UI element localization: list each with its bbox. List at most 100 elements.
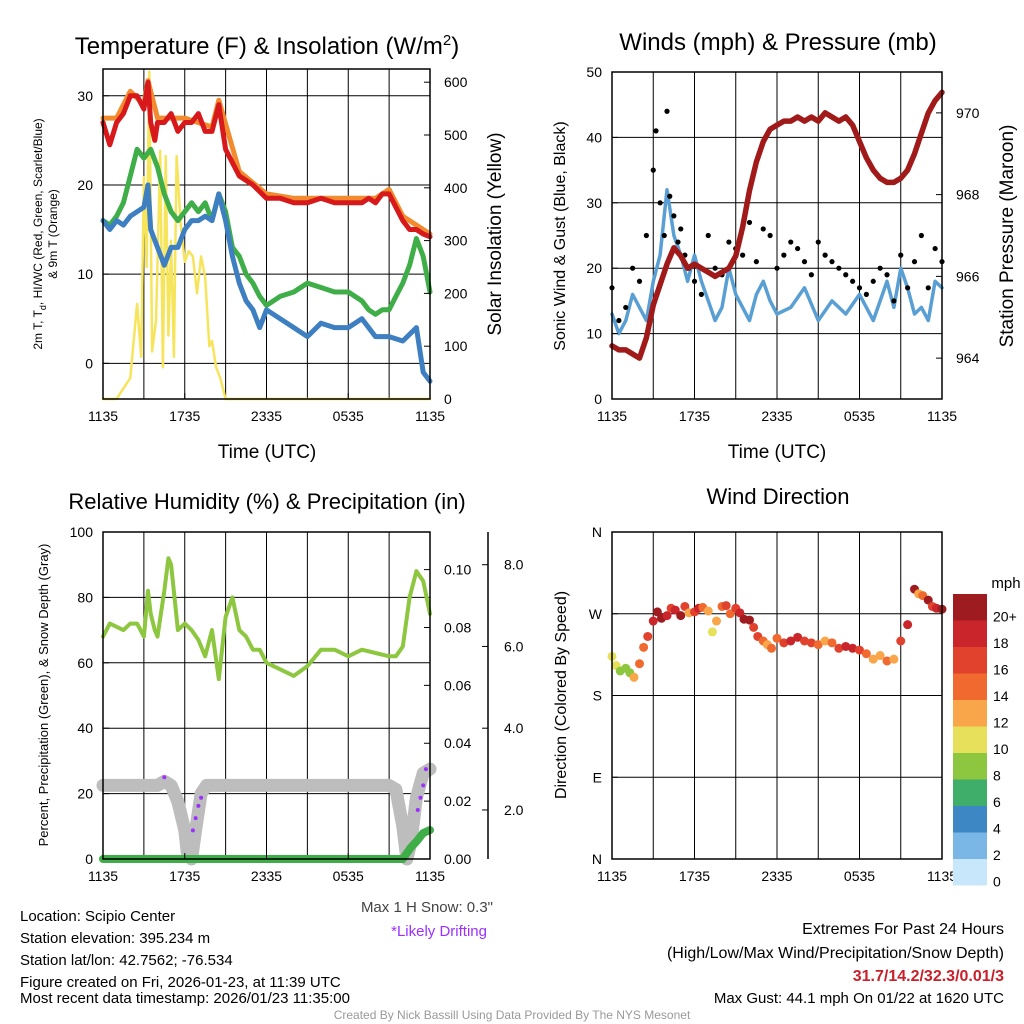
dir-xtick-label: 1735 (679, 868, 710, 884)
winds-gust-point (657, 200, 663, 206)
temp-ylabel-line1: 2m T, Td, HI/WC (Red, Green, Scarlet/Blu… (31, 118, 48, 349)
winds-ytick-label: 50 (586, 64, 602, 80)
temp-axes: 1135 1735 2335 0535 113501020300100200300400… (77, 74, 467, 424)
dir-point (923, 595, 933, 605)
winds-gust-point (801, 259, 808, 265)
temp-y2tick-label: 100 (444, 338, 468, 354)
rh-gridlines (103, 532, 430, 859)
rh-drift-point (190, 828, 195, 833)
dir-point (703, 606, 713, 616)
dir-series (607, 584, 947, 682)
rh-snow-depth-line (96, 762, 437, 866)
rh-ytick-label: 60 (77, 655, 93, 671)
temp-ylabel-right: Solar Insolation (Yellow) (485, 132, 506, 335)
winds-gust-point (664, 108, 670, 114)
temp-series-windchill-line (100, 182, 433, 384)
rh-series (96, 556, 437, 866)
dir-point (735, 608, 745, 618)
dir-colorbar-label: 8 (993, 768, 1001, 784)
dir-colorbar-label: 12 (993, 715, 1009, 731)
rh-xtick-label: 1135 (415, 868, 445, 884)
dir-colorbar-label: 4 (993, 821, 1001, 837)
winds-xlabel: Time (UTC) (728, 442, 827, 463)
winds-gust-point (850, 278, 856, 284)
temp-y2tick-label: 600 (444, 74, 468, 90)
temp-xtick-label: 1135 (415, 408, 445, 424)
dir-point (855, 645, 864, 655)
winds-gust-point (795, 245, 801, 252)
temp-y2tick-label: 300 (444, 233, 468, 249)
winds-gust-point (623, 304, 629, 311)
rh-y2tick-label: 0.10 (444, 562, 471, 578)
dir-point (827, 638, 837, 648)
winds-ytick-label: 30 (586, 195, 602, 211)
extremes-subtitle: (High/Low/Max Wind/Precipitation/Snow De… (667, 945, 1004, 962)
footer: Location: Scipio Center Station elevatio… (20, 908, 1004, 1022)
dir-point (721, 601, 731, 611)
dir-ytick-label: N (592, 524, 602, 540)
rh-y2tick-label: 0.00 (444, 851, 471, 867)
rh-y2tick-label: 0.06 (444, 677, 471, 693)
dir-gridlines (612, 532, 942, 859)
winds-ylabel-left: Sonic Wind & Gust (Blue, Black) (552, 121, 569, 350)
dir-point (779, 638, 789, 648)
rh-y2tick-label: 0.02 (444, 793, 471, 809)
dir-colorbar-label: 0 (993, 874, 1001, 890)
winds-gust-point (667, 193, 673, 199)
winds-gust-point (911, 259, 918, 265)
winds-gust-point (653, 128, 659, 134)
dir-point (670, 605, 680, 615)
dir-colorbar-swatch (953, 832, 987, 859)
rh-drift-point (421, 783, 426, 788)
temp-y2tick-label: 200 (444, 285, 468, 301)
rh-ylabel-left: Percent, Precipitation (Green), & Snow D… (36, 544, 51, 847)
winds-series (609, 89, 945, 361)
winds-gust-point (650, 167, 656, 173)
temp-title: Temperature (F) & Insolation (W/m2) (75, 32, 459, 60)
temp-xtick-label: 1135 (88, 408, 118, 424)
dir-point (820, 636, 830, 646)
winds-gust-point (760, 226, 766, 232)
winds-gust-point (630, 265, 636, 271)
winds-xtick-label: 1135 (927, 408, 957, 424)
temp-series (100, 70, 433, 401)
temp-ytick-label: 0 (85, 355, 93, 371)
rh-drift-point (418, 795, 423, 800)
winds-gust-point (884, 272, 890, 278)
winds-y2tick-label: 968 (956, 187, 980, 203)
extremes-title: Extremes For Past 24 Hours (802, 921, 1004, 938)
dir-xtick-label: 1135 (927, 868, 957, 884)
max-gust: Max Gust: 44.1 mph On 01/22 at 1620 UTC (714, 990, 1004, 1007)
winds-ytick-label: 40 (586, 129, 602, 145)
winds-y2tick-label: 964 (956, 350, 980, 366)
dir-point (800, 636, 809, 646)
winds-xtick-label: 1135 (597, 408, 627, 424)
rh-ytick-label: 40 (77, 720, 93, 736)
dir-point (676, 611, 686, 621)
winds-gust-point (691, 278, 698, 284)
winds-gust-point (753, 259, 759, 265)
winds-gust-point (675, 239, 681, 245)
dir-colorbar-swatch (953, 700, 987, 727)
rh-xtick-label: 0535 (333, 868, 364, 884)
winds-gust-point (698, 291, 704, 297)
winds-gust-point (870, 278, 876, 284)
temp-xtick-label: 0535 (333, 408, 364, 424)
dir-colorbar-label: 18 (993, 635, 1009, 651)
dir-colorbar-swatch (953, 647, 987, 674)
dir-point (786, 636, 796, 646)
winds-gust-point (643, 232, 649, 239)
rh-drift-point (196, 803, 201, 808)
dir-colorbar-label: 10 (993, 741, 1009, 757)
rh-xtick-label: 1735 (169, 868, 200, 884)
winds-gust-point (843, 272, 849, 278)
rh-ytick-label: 100 (70, 524, 94, 540)
temp-y2tick-label: 400 (444, 180, 468, 196)
dir-legend-title: mph (991, 575, 1020, 592)
dir-colorbar-swatch (953, 620, 987, 647)
dir-colorbar-swatch (953, 726, 987, 753)
dir-point (635, 659, 644, 669)
temp-xlabel: Time (UTC) (218, 442, 317, 463)
winds-gust-point (740, 252, 746, 258)
